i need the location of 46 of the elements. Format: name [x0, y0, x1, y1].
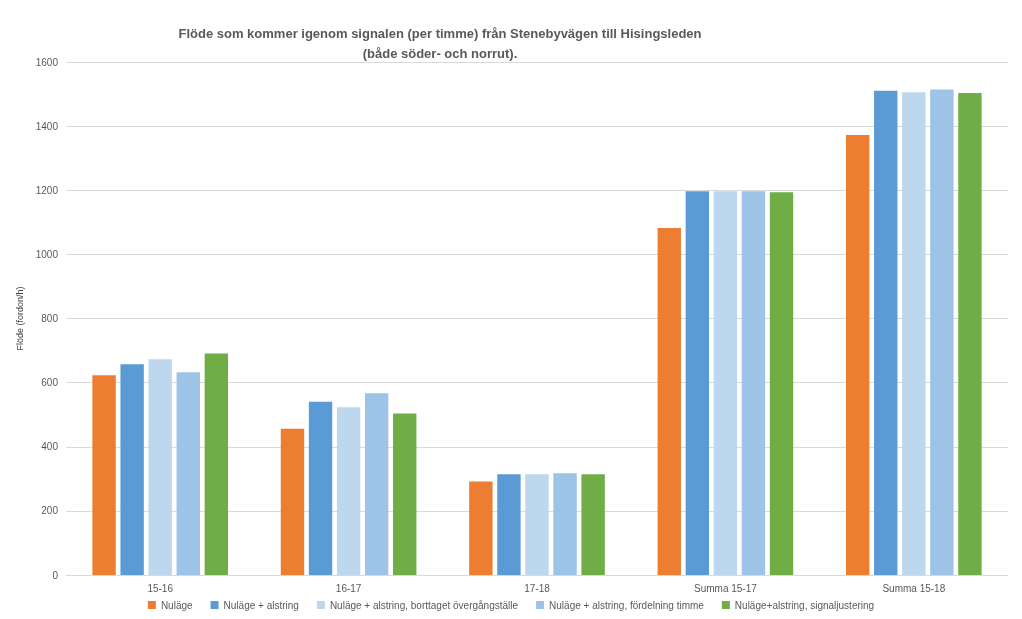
x-tick-label: Summa 15-17 [693, 582, 758, 594]
y-tick-label: 0 [52, 569, 59, 581]
y-axis-title: Flöde (fordon/h) [15, 286, 26, 351]
bar [581, 474, 605, 575]
bar [845, 135, 870, 575]
legend-label: Nuläge + alstring, fördelning timme [549, 599, 705, 611]
bar [553, 473, 577, 575]
bar [525, 474, 549, 575]
bar [120, 364, 144, 575]
bar [902, 92, 926, 575]
x-tick-label: 17-18 [524, 582, 551, 594]
bar [148, 359, 172, 575]
bar [685, 191, 710, 575]
bar [469, 481, 493, 575]
x-tick-label: 16-17 [335, 582, 362, 594]
y-tick-label: 1400 [35, 120, 59, 132]
x-tick-label: Summa 15-18 [882, 582, 946, 594]
y-tick-label: 1600 [35, 56, 59, 68]
bar [713, 191, 738, 575]
bar [958, 93, 982, 575]
y-tick-label: 600 [41, 377, 59, 389]
legend-label: Nuläge + alstring, borttaget övergångställe [329, 599, 519, 611]
bar [657, 228, 681, 575]
bar [497, 474, 521, 575]
legend-label: Nuläge + alstring [223, 599, 299, 611]
y-tick-label: 200 [41, 505, 59, 517]
bar [930, 89, 954, 575]
bar [769, 192, 794, 575]
bar [364, 393, 389, 575]
bar [741, 191, 766, 575]
y-tick-label: 800 [41, 313, 59, 324]
bar [336, 407, 361, 575]
bar [280, 428, 305, 575]
bar [308, 401, 333, 575]
bar [176, 372, 200, 575]
y-tick-label: 1200 [35, 184, 59, 196]
legend-label: Nuläge [160, 599, 194, 611]
y-tick-label: 400 [41, 441, 59, 453]
legend-label: Nuläge+alstring, signaljustering [734, 599, 875, 611]
chart-title: Flöde som kommer igenom signalen (per timme) från Stenebyvägen till Hisingsleden (både söder- och norrut). [178, 25, 702, 61]
y-tick-label: 1000 [35, 248, 59, 260]
bar [92, 375, 116, 575]
bar [874, 90, 898, 575]
bar [393, 413, 417, 575]
x-tick-label: 15-16 [147, 582, 174, 594]
bar [204, 353, 229, 575]
